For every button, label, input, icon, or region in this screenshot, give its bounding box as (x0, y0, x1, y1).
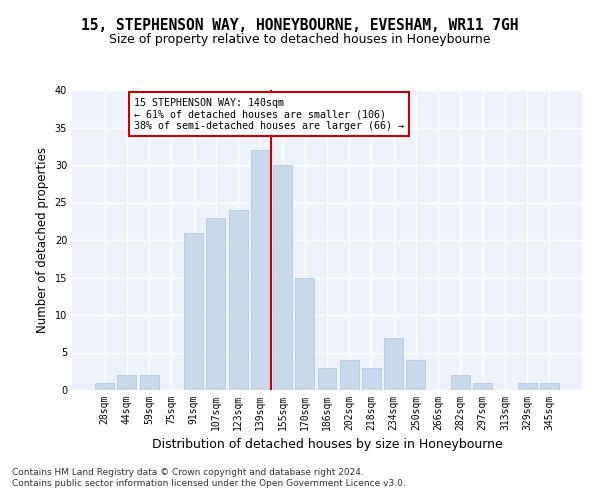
Y-axis label: Number of detached properties: Number of detached properties (36, 147, 49, 333)
Bar (406, 360, 425, 390)
Text: Size of property relative to detached houses in Honeybourne: Size of property relative to detached ho… (109, 32, 491, 46)
Bar (206, 218, 225, 390)
Bar (273, 165, 292, 390)
X-axis label: Distribution of detached houses by size in Honeybourne: Distribution of detached houses by size … (152, 438, 502, 452)
Bar (518, 382, 536, 390)
Bar (295, 278, 314, 390)
Text: Contains HM Land Registry data © Crown copyright and database right 2024.
Contai: Contains HM Land Registry data © Crown c… (12, 468, 406, 487)
Bar (384, 338, 403, 390)
Bar (184, 232, 203, 390)
Bar (251, 150, 270, 390)
Bar (451, 375, 470, 390)
Bar (118, 375, 136, 390)
Text: 15, STEPHENSON WAY, HONEYBOURNE, EVESHAM, WR11 7GH: 15, STEPHENSON WAY, HONEYBOURNE, EVESHAM… (81, 18, 519, 32)
Bar (140, 375, 158, 390)
Bar (473, 382, 492, 390)
Bar (362, 368, 381, 390)
Bar (540, 382, 559, 390)
Bar (95, 382, 114, 390)
Bar (229, 210, 248, 390)
Text: 15 STEPHENSON WAY: 140sqm
← 61% of detached houses are smaller (106)
38% of semi: 15 STEPHENSON WAY: 140sqm ← 61% of detac… (134, 98, 404, 130)
Bar (317, 368, 337, 390)
Bar (340, 360, 359, 390)
